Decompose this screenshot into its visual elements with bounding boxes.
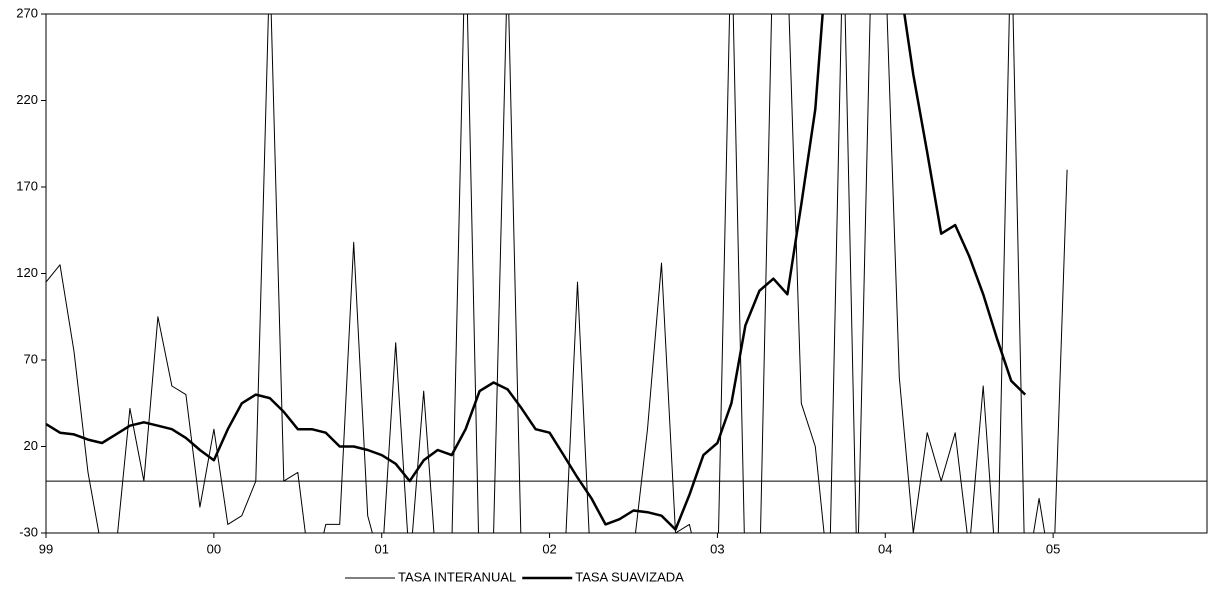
x-tick-label: 01	[374, 541, 388, 556]
legend-label: TASA SUAVIZADA	[575, 569, 684, 584]
y-tick-label: 270	[16, 5, 38, 20]
x-tick-label: 99	[39, 541, 53, 556]
x-tick-label: 05	[1046, 541, 1060, 556]
plot-frame	[45, 13, 1208, 534]
x-tick-label: 04	[878, 541, 892, 556]
plot-area	[46, 14, 1068, 533]
x-tick-label: 00	[207, 541, 221, 556]
legend-label: TASA INTERANUAL	[398, 569, 516, 584]
y-tick-label: 20	[24, 438, 38, 453]
y-tick-label: -30	[19, 524, 38, 539]
x-tick-label: 03	[710, 541, 724, 556]
y-tick-label: 70	[24, 351, 38, 366]
x-tick-label: 02	[542, 541, 556, 556]
y-tick-label: 120	[16, 265, 38, 280]
series-line	[46, 14, 1027, 531]
series-line	[46, 14, 1068, 533]
y-tick-label: 220	[16, 92, 38, 107]
y-tick-label: 170	[16, 178, 38, 193]
